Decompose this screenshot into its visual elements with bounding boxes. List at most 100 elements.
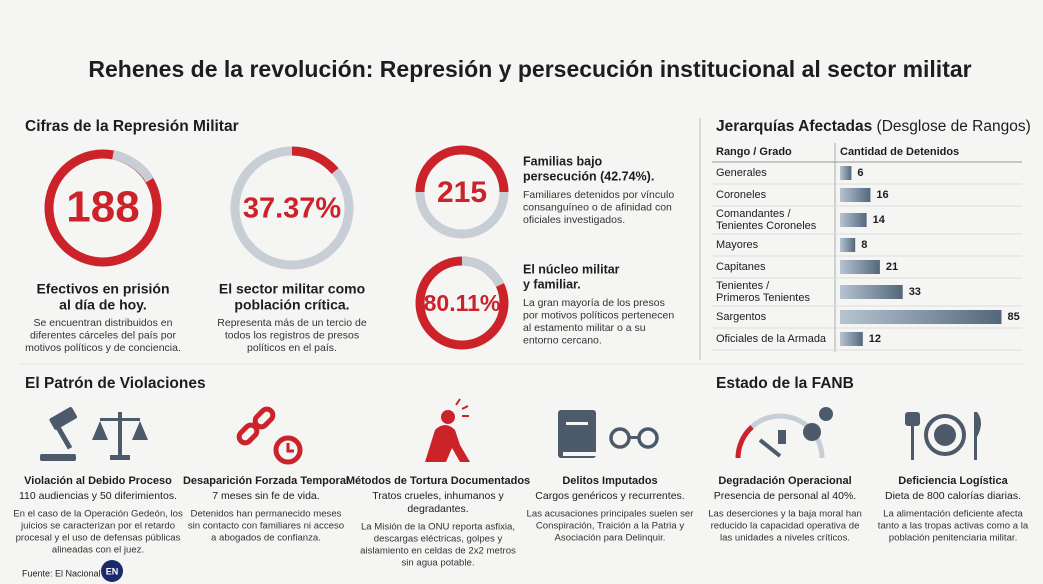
logo-text: EN: [106, 566, 119, 576]
item-title: Degradación Operacional: [718, 475, 851, 487]
item-title: Métodos de Tortura Documentados: [346, 475, 530, 487]
subheading: (Desglose de Rangos): [877, 118, 1031, 135]
section-heading: Estado de la FANB: [716, 375, 854, 392]
rank-label: Mayores: [716, 239, 759, 251]
stat-description: políticos en el país.: [247, 342, 337, 354]
bar: [840, 188, 871, 202]
item-subtitle: Presencia de personal al 40%.: [714, 490, 856, 502]
stat-description: todos los registros de presos: [225, 329, 359, 341]
rank-label: Comandantes /: [716, 208, 792, 220]
item-subtitle: Tratos crueles, inhumanos y: [372, 490, 504, 502]
icon-plate: [905, 412, 981, 460]
stat-label: Efectivos en prisión: [36, 281, 169, 297]
item-description: Asociación para Delinquir.: [555, 533, 666, 544]
item-description: Las deserciones y la baja moral han: [708, 509, 862, 520]
item-description: sin agua potable.: [401, 558, 474, 569]
heading: Jerarquías Afectadas: [716, 118, 872, 135]
item-subtitle: 110 audiencias y 50 diferimientos.: [19, 490, 177, 502]
stat-description: La gran mayoría de los presos: [523, 297, 665, 309]
count-label: 21: [886, 261, 898, 273]
stat-description: por motivos políticos pertenecen: [523, 309, 674, 321]
source: Fuente: El Nacional: [22, 568, 101, 578]
stat-label: El sector militar como: [219, 281, 365, 297]
icon-book-cuffs: [558, 410, 659, 458]
icon-chain-clock: [236, 406, 303, 465]
icon-gauge: [735, 407, 833, 459]
stat-label: Familias bajo: [523, 154, 603, 168]
rank-label: Capitanes: [716, 261, 766, 273]
item-subtitle: Dieta de 800 calorías diarias.: [885, 490, 1021, 502]
section-heading: Cifras de la Represión Militar: [25, 118, 239, 135]
bar: [840, 213, 867, 227]
rank-label: Generales: [716, 167, 767, 179]
item-description: alineadas con el juez.: [52, 545, 144, 556]
item-description: La Misión de la ONU reporta asfixia,: [361, 522, 515, 533]
item-description: Conspiración, Traición a la Patria y: [536, 521, 684, 532]
count-label: 33: [909, 286, 921, 298]
stat-description: Familiares detenidos por vínculo: [523, 189, 674, 201]
stat-label: El núcleo militar: [523, 262, 620, 276]
section-heading: Jerarquías Afectadas (Desglose de Rangos…: [716, 118, 1031, 135]
item-title: Deficiencia Logística: [898, 475, 1008, 487]
item-description: Las acusaciones principales suelen ser: [527, 509, 695, 520]
item-description: descargas eléctricas, golpes y: [374, 534, 503, 545]
stat-value: 188: [66, 183, 139, 232]
count-label: 6: [857, 167, 863, 179]
section-heading: El Patrón de Violaciones: [25, 375, 206, 392]
count-label: 8: [861, 239, 867, 251]
bar: [840, 260, 880, 274]
rank-label: Sargentos: [716, 311, 767, 323]
item-title: Desaparición Forzada Temporal: [183, 475, 349, 487]
bar: [840, 310, 1002, 324]
item-description: tanto a las tropas activas como a la: [878, 521, 1029, 532]
item-description: En el caso de la Operación Gedeón, los: [13, 509, 183, 520]
bar: [840, 332, 863, 346]
item-title: Delitos Imputados: [562, 475, 657, 487]
stat-value: 80.11%: [424, 290, 501, 316]
rank-label: Oficiales de la Armada: [716, 333, 827, 345]
icon-person: [425, 398, 470, 462]
stat-label: al día de hoy.: [59, 297, 147, 313]
icon-gavel-scales: [40, 407, 148, 461]
stat-description: Se encuentran distribuidos en: [34, 317, 173, 329]
stat-description: diferentes cárceles del país por: [30, 329, 176, 341]
stat-description: consanguíneo o de afinidad con: [523, 201, 672, 213]
item-subtitle: degradantes.: [407, 503, 468, 515]
column-header: Cantidad de Detenidos: [840, 146, 959, 158]
rank-label: Tenientes Coroneles: [716, 220, 817, 232]
item-description: sin contacto con familiares ni acceso: [188, 521, 344, 532]
count-label: 16: [876, 189, 888, 201]
ring-arc: [291, 146, 339, 175]
rank-label: Primeros Tenientes: [716, 292, 810, 304]
stat-label: persecución (42.74%).: [523, 169, 654, 183]
item-subtitle: Cargos genéricos y recurrentes.: [535, 490, 684, 502]
ring-arc: [415, 145, 509, 193]
item-description: a abogados de confianza.: [211, 533, 321, 544]
stat-value: 37.37%: [243, 193, 342, 225]
stat-description: Representa más de un tercio de: [217, 317, 367, 329]
rank-label: Coroneles: [716, 189, 767, 201]
stat-description: motivos políticos y de conciencia.: [25, 342, 181, 354]
item-description: población penitenciaria militar.: [889, 533, 1018, 544]
logo: [101, 560, 123, 582]
column-header: Rango / Grado: [716, 146, 792, 158]
count-label: 12: [869, 333, 881, 345]
bar: [840, 285, 903, 299]
bar: [840, 166, 852, 180]
count-label: 85: [1008, 311, 1020, 323]
item-description: Detenidos han permanecido meses: [191, 509, 342, 520]
item-subtitle: 7 meses sin fe de vida.: [212, 490, 319, 502]
ring-arc: [112, 150, 154, 183]
item-description: La alimentación deficiente afecta: [883, 509, 1023, 520]
ring: [44, 149, 162, 267]
count-label: 14: [873, 214, 886, 226]
ring-arc: [461, 256, 505, 288]
item-title: Violación al Debido Proceso: [24, 475, 172, 487]
rings: [44, 145, 509, 350]
item-description: procesal y el uso de defensas públicas: [16, 533, 181, 544]
stat-description: oficiales investigados.: [523, 214, 625, 226]
stat-description: al estamento militar o a su: [523, 322, 646, 334]
item-description: aislamiento en celdas de 2x2 metros: [360, 546, 516, 557]
item-description: juicios se caracterizan por el retardo: [20, 521, 175, 532]
